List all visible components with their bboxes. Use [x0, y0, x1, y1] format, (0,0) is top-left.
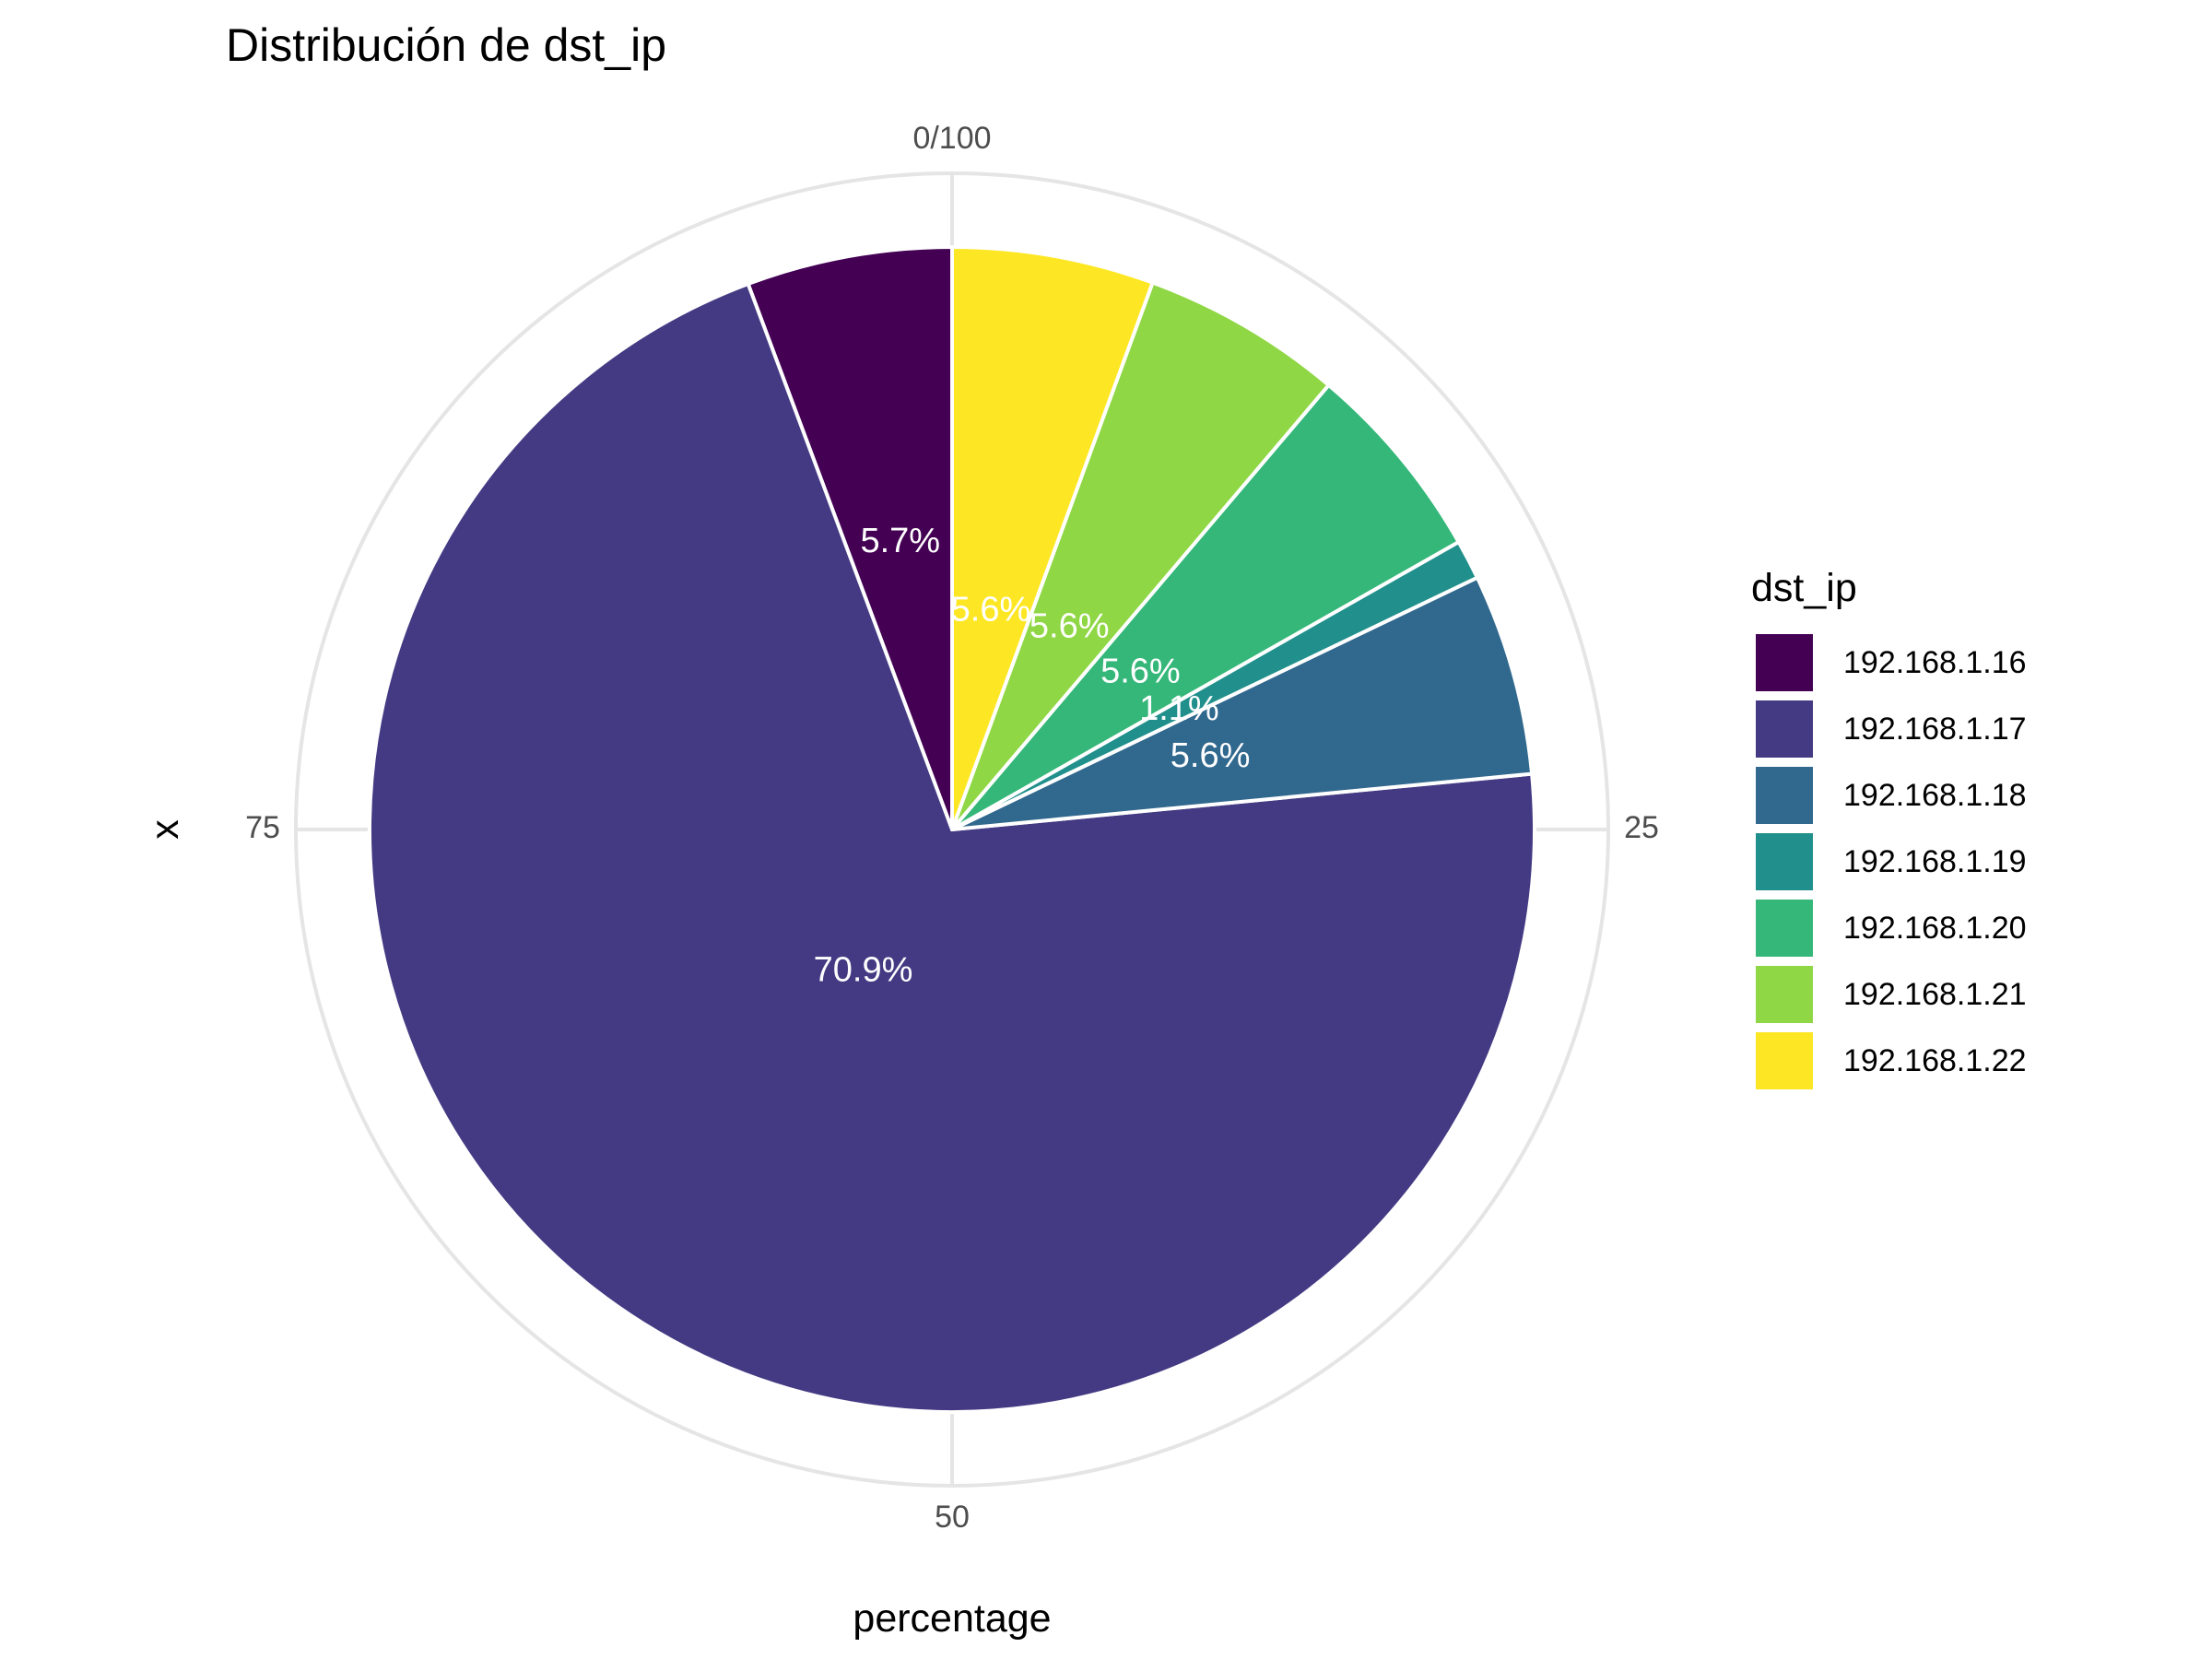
theta-tick-2: 50	[935, 1500, 970, 1535]
y-axis-title: x	[143, 819, 187, 840]
slice-label-2: 5.6%	[1171, 736, 1251, 775]
legend-title: dst_ip	[1751, 566, 1857, 610]
legend-swatch-2	[1756, 767, 1813, 824]
slice-labels: 5.7%70.9%5.6%1.1%5.6%5.6%5.6%	[814, 522, 1251, 989]
pie-slice-4	[950, 382, 1462, 831]
theta-tick-labels: 0/100 25 50 75	[245, 121, 1659, 1535]
pie-slice-2	[951, 575, 1535, 831]
pie-slice-1	[368, 281, 1536, 1414]
slice-label-0: 5.7%	[860, 522, 940, 560]
legend-label-5: 192.168.1.21	[1843, 977, 2027, 1012]
legend: 192.168.1.16 192.168.1.17 192.168.1.18 192.…	[1756, 634, 2027, 1089]
pie-slice-6	[950, 244, 1156, 830]
theta-tick-1: 25	[1624, 810, 1659, 845]
slice-label-4: 5.6%	[1100, 653, 1181, 691]
slice-label-3: 1.1%	[1139, 689, 1219, 728]
theta-tick-3: 75	[245, 810, 280, 845]
theta-tick-0: 0/100	[912, 121, 991, 156]
pie-slice-0	[746, 244, 954, 830]
slice-label-1: 70.9%	[814, 950, 913, 989]
legend-label-6: 192.168.1.22	[1843, 1043, 2027, 1078]
slice-label-6: 5.6%	[951, 591, 1031, 629]
legend-swatch-3	[1756, 833, 1813, 890]
x-axis-title: percentage	[853, 1596, 1051, 1641]
legend-swatch-1	[1756, 700, 1813, 758]
legend-swatch-5	[1756, 966, 1813, 1023]
legend-label-0: 192.168.1.16	[1843, 645, 2027, 680]
slice-label-5: 5.6%	[1030, 607, 1110, 646]
legend-swatch-0	[1756, 634, 1813, 691]
legend-label-3: 192.168.1.19	[1843, 844, 2027, 879]
legend-swatch-6	[1756, 1032, 1813, 1089]
legend-label-4: 192.168.1.20	[1843, 911, 2027, 946]
legend-swatch-4	[1756, 900, 1813, 957]
chart-title: Distribución de dst_ip	[226, 19, 666, 71]
pie-slice-5	[950, 280, 1332, 831]
legend-label-2: 192.168.1.18	[1843, 778, 2027, 813]
legend-label-1: 192.168.1.17	[1843, 712, 2027, 747]
pie-slices	[368, 244, 1536, 1414]
